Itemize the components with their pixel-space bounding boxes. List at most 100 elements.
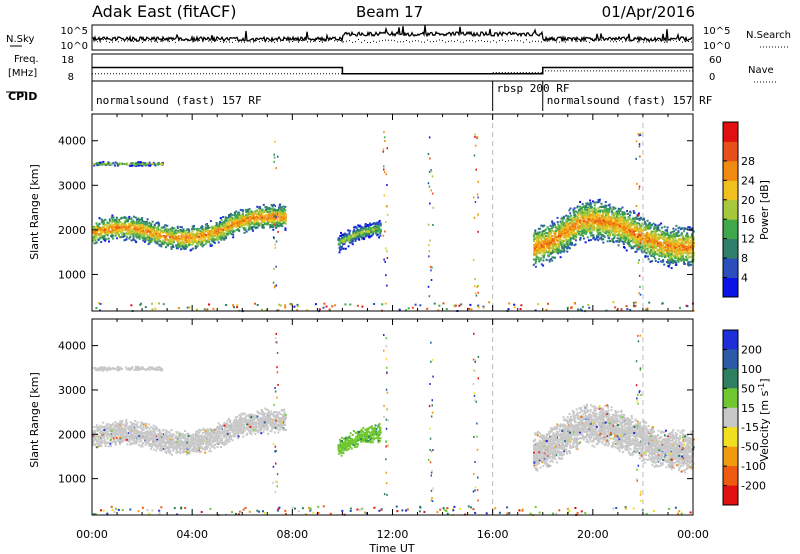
echo-cell xyxy=(151,228,154,231)
echo-cell xyxy=(360,226,363,229)
echo-cell xyxy=(254,211,257,214)
echo-cell xyxy=(547,234,550,237)
echo-cell xyxy=(182,238,185,241)
echo-cell xyxy=(622,226,625,229)
echo-cell xyxy=(578,220,581,223)
echo-cell xyxy=(599,198,601,201)
echo-cell xyxy=(671,236,674,239)
echo-cell xyxy=(607,204,610,207)
echo-cell xyxy=(234,215,237,218)
echo-cell xyxy=(203,238,206,241)
echo-cell xyxy=(277,224,280,227)
echo-cell xyxy=(180,248,182,251)
echo-cell xyxy=(280,208,282,211)
echo-cell xyxy=(615,216,618,219)
echo-cell xyxy=(632,210,635,213)
echo-cell xyxy=(638,244,641,247)
echo-cell xyxy=(643,227,645,230)
echo-cell xyxy=(627,216,630,219)
echo-cell xyxy=(600,222,603,225)
echo-cell xyxy=(191,243,194,246)
echo-cell xyxy=(542,256,545,259)
echo-cell xyxy=(225,224,228,227)
echo-cell xyxy=(565,241,568,244)
echo-cell xyxy=(353,235,356,238)
echo-cell xyxy=(561,227,564,229)
echo-cell xyxy=(358,229,361,232)
echo-cell xyxy=(184,245,187,248)
echo-cell xyxy=(378,224,381,227)
echo-cell xyxy=(128,232,131,235)
echo-cell xyxy=(247,210,249,213)
echo-cell xyxy=(687,252,690,255)
echo-cell xyxy=(630,240,633,242)
echo-cell xyxy=(161,231,164,234)
echo-cell xyxy=(654,257,657,260)
echo-cell xyxy=(681,245,684,248)
echo-cell xyxy=(197,243,200,246)
echo-cell xyxy=(247,219,250,222)
echo-cell xyxy=(125,227,127,229)
echo-cell xyxy=(92,236,94,239)
echo-cell xyxy=(558,237,561,239)
echo-cell xyxy=(690,248,693,250)
echo-cell xyxy=(680,253,683,256)
echo-cell xyxy=(638,234,641,237)
echo-cell xyxy=(373,225,376,228)
echo-cell xyxy=(611,213,614,216)
echo-cell xyxy=(213,225,216,228)
echo-cell xyxy=(599,232,602,235)
echo-cell xyxy=(127,224,130,227)
echo-cell xyxy=(577,213,580,216)
echo-cell xyxy=(199,237,202,240)
echo-cell xyxy=(545,232,548,234)
echo-cell xyxy=(145,231,148,234)
echo-cell xyxy=(565,242,568,245)
echo-cell xyxy=(239,220,242,223)
echo-cell xyxy=(215,224,218,227)
echo-cell xyxy=(115,233,118,235)
echo-cell xyxy=(375,223,378,225)
echo-cell xyxy=(264,223,267,225)
echo-cell xyxy=(102,227,105,229)
echo-cell xyxy=(683,251,686,254)
echo-cell xyxy=(117,234,120,237)
echo-cell xyxy=(128,225,131,228)
echo-cell xyxy=(619,219,622,221)
echo-cell xyxy=(204,229,207,232)
echo-cell xyxy=(223,219,226,222)
echo-cell xyxy=(252,215,255,218)
echo-cell xyxy=(228,229,231,232)
echo-cell xyxy=(122,232,125,235)
echo-cell xyxy=(120,232,123,235)
echo-cell xyxy=(142,225,145,228)
echo-cell xyxy=(116,219,119,222)
echo-cell xyxy=(179,237,182,240)
echo-cell xyxy=(569,238,572,241)
echo-cell xyxy=(569,212,572,215)
echo-cell xyxy=(562,224,565,226)
echo-cell xyxy=(108,226,111,229)
echo-cell xyxy=(182,228,185,231)
echo-cell xyxy=(220,234,223,237)
echo-cell xyxy=(237,217,240,220)
echo-cell xyxy=(584,216,586,219)
echo-cell xyxy=(623,219,626,222)
echo-cell xyxy=(130,239,133,242)
echo-cell xyxy=(210,231,213,234)
echo-cell xyxy=(227,232,230,235)
echo-cell xyxy=(140,225,143,228)
echo-cell xyxy=(583,225,586,228)
echo-cell xyxy=(370,223,373,226)
echo-cell xyxy=(362,233,365,236)
echo-cell xyxy=(590,223,593,226)
echo-cell xyxy=(688,248,691,251)
echo-cell xyxy=(552,241,555,243)
echo-cell xyxy=(550,238,553,241)
echo-cell xyxy=(636,244,639,247)
echo-cell xyxy=(609,222,611,225)
echo-cell xyxy=(619,217,622,220)
echo-cell xyxy=(540,257,543,260)
echo-cell xyxy=(620,222,623,225)
echo-cell xyxy=(632,237,635,240)
